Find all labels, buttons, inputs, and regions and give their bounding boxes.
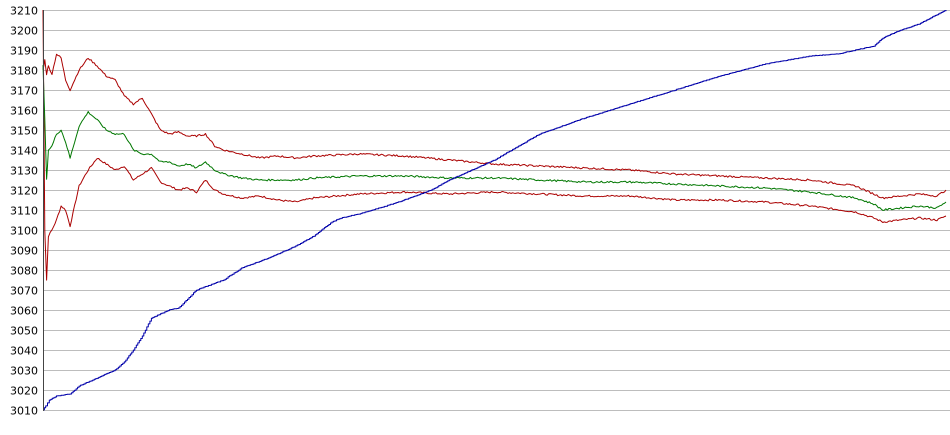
y-tick-label-3080: 3080: [10, 265, 38, 278]
y-tick-label-3010: 3010: [10, 405, 38, 418]
y-tick-label-3210: 3210: [10, 5, 38, 18]
y-tick-label-3180: 3180: [10, 65, 38, 78]
y-tick-label-3110: 3110: [10, 205, 38, 218]
y-tick-label-3140: 3140: [10, 145, 38, 158]
y-tick-label-3150: 3150: [10, 125, 38, 138]
y-axis-tick-labels: 3010 3020 3030 3040 3050 3060 3070 3080 3090 3100…: [10, 5, 38, 418]
series-lines: [42, 9, 947, 411]
y-tick-label-3020: 3020: [10, 385, 38, 398]
grid-lines: [43, 10, 950, 411]
y-tick-label-3130: 3130: [10, 165, 38, 178]
y-tick-label-3030: 3030: [10, 365, 38, 378]
series-line-2: [42, 53, 947, 200]
y-tick-label-3070: 3070: [10, 285, 38, 298]
y-tick-label-3090: 3090: [10, 245, 38, 258]
y-tick-label-3120: 3120: [10, 185, 38, 198]
y-tick-label-3200: 3200: [10, 25, 38, 38]
y-tick-label-3100: 3100: [10, 225, 38, 238]
y-tick-label-3060: 3060: [10, 305, 38, 318]
series-line-1: [42, 9, 947, 281]
y-tick-label-3040: 3040: [10, 345, 38, 358]
y-tick-label-3050: 3050: [10, 325, 38, 338]
y-tick-label-3160: 3160: [10, 105, 38, 118]
y-tick-label-3170: 3170: [10, 85, 38, 98]
series-line-3: [42, 65, 947, 211]
y-tick-label-3190: 3190: [10, 45, 38, 58]
series-line-4: [43, 10, 947, 411]
